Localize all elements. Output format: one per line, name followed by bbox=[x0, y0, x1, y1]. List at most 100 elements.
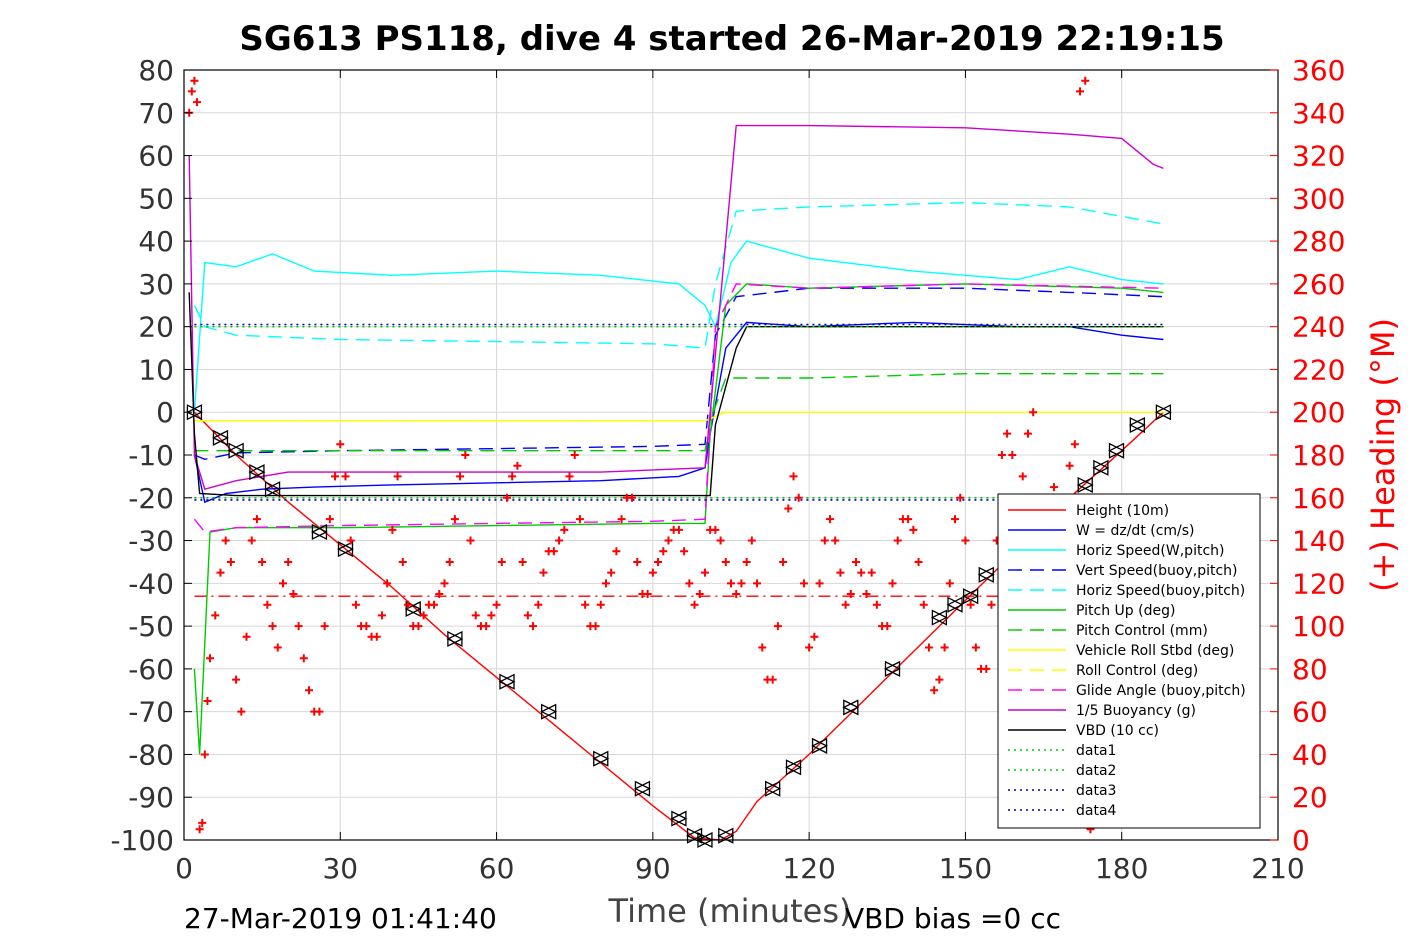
heading-point bbox=[237, 707, 246, 716]
heading-point bbox=[659, 547, 668, 556]
heading-point bbox=[857, 568, 866, 577]
y-right-tick-label: 280 bbox=[1292, 225, 1345, 258]
heading-point bbox=[461, 451, 470, 459]
heading-point bbox=[773, 622, 782, 631]
depth-marker bbox=[633, 780, 651, 797]
depth-marker bbox=[404, 600, 421, 618]
heading-point bbox=[482, 622, 491, 631]
heading-point bbox=[997, 451, 1006, 459]
heading-point bbox=[187, 87, 196, 96]
y-tick-label: -50 bbox=[128, 610, 174, 643]
series-line bbox=[193, 411, 1164, 841]
y-right-tick-label: 20 bbox=[1292, 781, 1328, 814]
heading-point bbox=[846, 590, 855, 599]
legend-entry: W = dz/dt (cm/s) bbox=[1076, 523, 1195, 539]
depth-marker bbox=[977, 566, 994, 583]
y-right-tick-label: 120 bbox=[1292, 567, 1345, 600]
heading-point bbox=[909, 525, 918, 534]
legend: Height (10m) W = dz/dt (cm/s) Horiz Speed(… bbox=[997, 493, 1261, 829]
heading-point bbox=[628, 493, 637, 502]
x-tick-label: 90 bbox=[635, 852, 671, 885]
heading-point bbox=[1008, 451, 1017, 459]
heading-point bbox=[258, 557, 267, 566]
legend-entry: Glide Angle (buoy,pitch) bbox=[1076, 683, 1246, 699]
heading-point bbox=[372, 632, 381, 641]
axis-ticks: 0 30 60 90 120 150 180 210-100-90-80-70-60-50-4… bbox=[110, 54, 1345, 885]
heading-point bbox=[523, 611, 532, 620]
heading-point bbox=[1049, 483, 1058, 492]
heading-point bbox=[331, 472, 340, 481]
depth-marker bbox=[498, 673, 515, 690]
heading-point bbox=[742, 557, 751, 566]
heading-point bbox=[617, 515, 626, 524]
right-axis-label: (+) Heading (°M) bbox=[1364, 318, 1402, 592]
legend-entry: Horiz Speed(W,pitch) bbox=[1076, 543, 1224, 559]
legend-entry: data2 bbox=[1076, 763, 1116, 779]
heading-point bbox=[414, 622, 423, 631]
heading-point bbox=[263, 600, 272, 609]
heading-point bbox=[727, 579, 735, 588]
heading-point bbox=[581, 600, 590, 609]
series-line bbox=[194, 373, 1164, 452]
heading-point bbox=[956, 493, 965, 502]
depth-marker bbox=[212, 429, 229, 446]
legend-entry: Horiz Speed(buoy,pitch) bbox=[1076, 583, 1245, 599]
heading-point bbox=[575, 515, 584, 524]
heading-point bbox=[930, 686, 939, 695]
heading-point bbox=[315, 707, 324, 716]
legend-entry: Height (10m) bbox=[1076, 503, 1169, 519]
heading-point bbox=[450, 515, 459, 524]
heading-point bbox=[831, 536, 840, 545]
x-tick-label: 60 bbox=[479, 852, 515, 885]
heading-point bbox=[1081, 76, 1090, 85]
heading-point bbox=[508, 472, 517, 481]
heading-point bbox=[951, 515, 960, 524]
heading-point bbox=[200, 750, 209, 759]
heading-point bbox=[680, 547, 689, 556]
heading-point bbox=[711, 525, 720, 534]
heading-point bbox=[987, 600, 996, 609]
heading-point bbox=[487, 611, 496, 620]
heading-point bbox=[674, 525, 683, 534]
depth-marker bbox=[962, 588, 979, 605]
y-right-tick-label: 260 bbox=[1292, 268, 1345, 301]
y-tick-label: 20 bbox=[138, 311, 174, 344]
heading-point bbox=[294, 622, 303, 631]
footer-timestamp: 27-Mar-2019 01:41:40 bbox=[184, 902, 497, 935]
heading-point bbox=[690, 600, 699, 609]
heading-point bbox=[430, 600, 439, 609]
legend-entry: Pitch Up (deg) bbox=[1076, 603, 1175, 619]
y-tick-label: -60 bbox=[128, 653, 174, 686]
legend-entry: 1/5 Buoyancy (g) bbox=[1076, 703, 1196, 719]
heading-point bbox=[591, 622, 600, 631]
series-line bbox=[194, 287, 1164, 461]
y-right-tick-label: 140 bbox=[1292, 525, 1345, 558]
x-tick-label: 210 bbox=[1251, 852, 1304, 885]
heading-point bbox=[203, 696, 212, 705]
footer-vbd-bias: VBD bias =0 cc bbox=[845, 902, 1061, 935]
series-line bbox=[193, 240, 1164, 413]
heading-point bbox=[825, 515, 834, 524]
heading-point bbox=[560, 525, 569, 534]
heading-point bbox=[721, 557, 730, 566]
x-tick-label: 120 bbox=[782, 852, 835, 885]
heading-point bbox=[904, 515, 913, 524]
y-tick-label: 60 bbox=[138, 140, 174, 173]
series-group bbox=[188, 124, 1164, 841]
heading-point bbox=[195, 825, 204, 834]
y-tick-label: -90 bbox=[128, 781, 174, 814]
heading-point bbox=[362, 622, 371, 631]
x-tick-label: 180 bbox=[1095, 852, 1148, 885]
depth-marker bbox=[592, 750, 609, 767]
y-right-tick-label: 80 bbox=[1292, 653, 1328, 686]
heading-point bbox=[664, 536, 673, 545]
heading-point bbox=[753, 579, 762, 588]
heading-point bbox=[1003, 429, 1012, 438]
heading-point bbox=[1023, 429, 1032, 438]
y-right-tick-label: 0 bbox=[1292, 824, 1310, 857]
heading-point bbox=[198, 818, 207, 827]
heading-point bbox=[758, 643, 767, 652]
y-right-tick-label: 340 bbox=[1292, 97, 1345, 130]
depth-marker bbox=[227, 442, 244, 459]
heading-point bbox=[612, 547, 621, 556]
